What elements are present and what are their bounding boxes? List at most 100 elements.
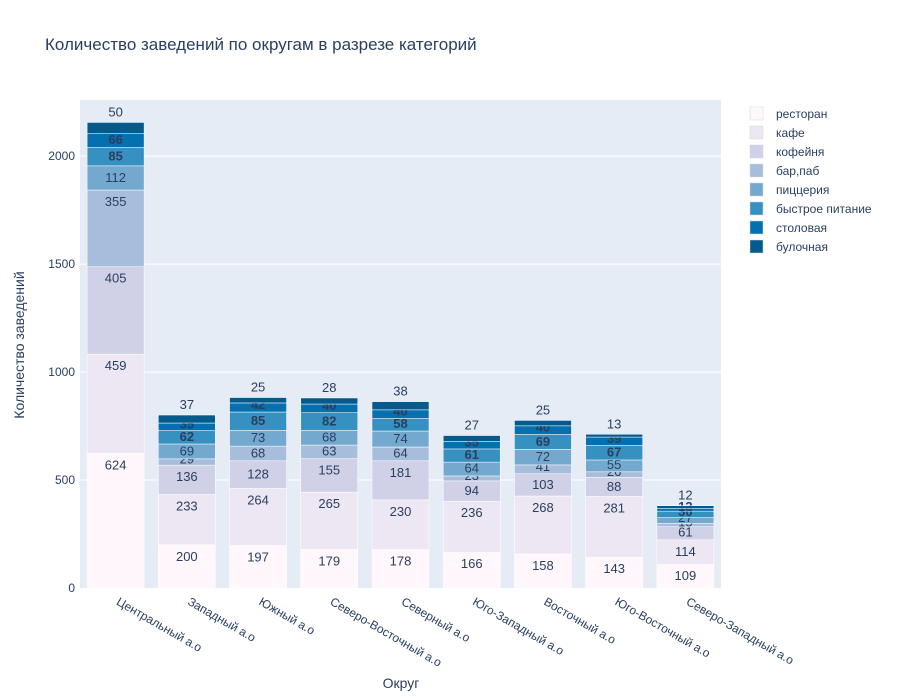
bar-value-label: 230: [390, 504, 412, 519]
bar-value-label: 166: [461, 556, 483, 571]
bar-value-label: 66: [108, 132, 122, 147]
bar-value-label: 88: [607, 479, 621, 494]
bar-value-label: 143: [603, 561, 625, 576]
bar-value-label: 85: [251, 413, 265, 428]
bar-value-label: 281: [603, 500, 625, 515]
legend-item[interactable]: кофейня: [749, 144, 824, 159]
legend-label[interactable]: булочная: [776, 240, 828, 254]
bar-value-label: 72: [536, 449, 550, 464]
bar-value-label: 12: [678, 488, 692, 503]
bar-value-label: 38: [393, 384, 407, 399]
legend-label[interactable]: ресторан: [776, 107, 827, 121]
y-tick-label: 1500: [48, 257, 75, 271]
legend-swatch[interactable]: [749, 125, 764, 140]
bar-segment: [585, 434, 643, 438]
bar-segment: [86, 353, 145, 454]
legend-label[interactable]: кофейня: [776, 145, 824, 159]
plot-layer: 0 500 1000 1500 2000 624 200 197 179 178 166 158 143…: [48, 100, 797, 670]
bar-value-label: 64: [464, 461, 478, 476]
bar-segment: [656, 539, 715, 565]
legend[interactable]: ресторан кафе кофейня бар,паб пиццерия быстро…: [749, 106, 872, 254]
bar-value-label: 67: [607, 444, 621, 459]
bar-segment: [229, 397, 287, 404]
bar-value-label: 37: [180, 397, 194, 412]
bar-value-label: 58: [393, 416, 407, 431]
legend-item[interactable]: кафе: [749, 125, 805, 140]
bar-segment: [158, 544, 216, 589]
bar-value-label: 68: [251, 445, 265, 460]
bar-segment: [371, 460, 430, 501]
bar-value-label: 268: [532, 500, 554, 515]
bar-segment: [86, 122, 145, 134]
legend-item[interactable]: ресторан: [749, 106, 827, 121]
legend-label[interactable]: бар,паб: [776, 164, 819, 178]
bar-value-label: 155: [318, 463, 340, 478]
bar-value-label: 27: [464, 418, 478, 433]
legend-item[interactable]: столовая: [749, 220, 827, 235]
legend-swatch[interactable]: [749, 201, 764, 216]
legend-swatch[interactable]: [749, 144, 764, 159]
bar-segment: [371, 401, 430, 411]
legend-label[interactable]: столовая: [776, 221, 827, 235]
bar-segment: [86, 189, 145, 267]
bar-value-label: 25: [251, 380, 265, 395]
bar-value-label: 62: [180, 429, 194, 444]
legend-swatch[interactable]: [749, 106, 764, 121]
bar-value-label: 264: [247, 492, 269, 507]
bar-segment: [300, 491, 359, 550]
legend-item[interactable]: булочная: [749, 239, 828, 254]
bar-value-label: 39: [607, 431, 621, 446]
bar-segment: [371, 499, 430, 550]
bar-value-label: 233: [176, 499, 198, 514]
bar-value-label: 69: [536, 434, 550, 449]
bar-value-label: 85: [108, 149, 122, 164]
bar-value-label: 61: [464, 447, 478, 462]
bar-value-label: 61: [678, 525, 692, 540]
bar-value-label: 236: [461, 505, 483, 520]
bar-value-label: 55: [607, 457, 621, 472]
bar-value-label: 68: [322, 430, 336, 445]
bar-value-label: 73: [251, 430, 265, 445]
bar-value-label: 197: [247, 549, 269, 564]
bar-value-label: 103: [532, 477, 554, 492]
bar-value-label: 13: [607, 416, 621, 431]
bar-segment: [514, 553, 572, 589]
bar-segment: [371, 549, 430, 589]
bar-value-label: 63: [322, 443, 336, 458]
legend-item[interactable]: пиццерия: [749, 182, 829, 197]
legend-label[interactable]: кафе: [776, 126, 805, 140]
bar-segment: [300, 549, 359, 589]
legend-item[interactable]: быстрое питание: [749, 201, 872, 216]
legend-swatch[interactable]: [749, 182, 764, 197]
legend-label[interactable]: пиццерия: [776, 183, 829, 197]
legend-label[interactable]: быстрое питание: [776, 202, 872, 216]
bar-value-label: 136: [176, 469, 198, 484]
legend-swatch[interactable]: [749, 163, 764, 178]
bar-value-label: 74: [393, 431, 407, 446]
bar-value-label: 109: [675, 568, 697, 583]
bar-value-label: 64: [393, 445, 407, 460]
legend-swatch[interactable]: [749, 239, 764, 254]
bar-value-label: 265: [318, 496, 340, 511]
legend-swatch[interactable]: [749, 220, 764, 235]
legend-item[interactable]: бар,паб: [749, 163, 819, 178]
chart-title: Количество заведений по округам в разрез…: [45, 35, 477, 54]
bar-value-label: 94: [464, 483, 478, 498]
x-tick-label: Южный а.о: [257, 594, 318, 637]
y-tick-label: 2000: [48, 149, 75, 163]
bar-segment: [656, 505, 715, 509]
bar-value-label: 181: [390, 465, 412, 480]
bar-value-label: 114: [675, 544, 696, 559]
bar-segment: [300, 397, 359, 405]
bar-value-label: 624: [105, 457, 127, 472]
bar-value-label: 179: [318, 553, 340, 568]
bar-value-label: 405: [105, 271, 127, 286]
bar-segment: [514, 420, 572, 427]
bar-segment: [585, 556, 643, 589]
bar-value-label: 28: [322, 380, 336, 395]
y-axis-title: Количество заведений: [11, 271, 27, 418]
bar-value-label: 200: [176, 549, 198, 564]
bar-segment: [229, 545, 287, 589]
bar-value-label: 112: [105, 170, 126, 185]
